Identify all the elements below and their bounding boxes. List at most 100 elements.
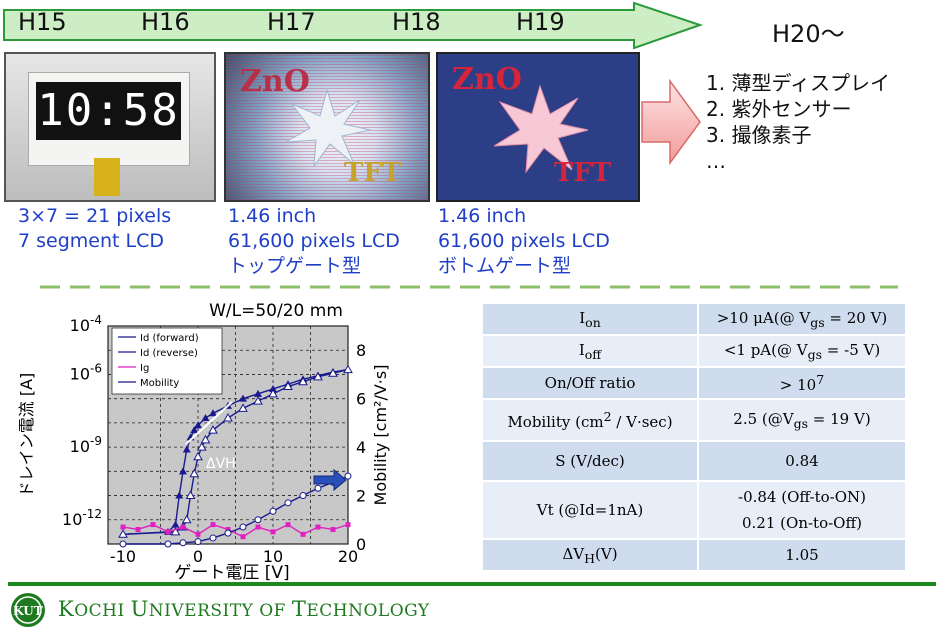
era-h20-future: H20〜 (772, 20, 845, 48)
data-point (268, 388, 278, 398)
y2-axis-label: Mobility [cm²/V·s] (371, 365, 390, 506)
caption-line: 1.46 inch (228, 205, 317, 227)
data-point (196, 442, 207, 451)
data-point (209, 534, 217, 542)
data-point (345, 522, 351, 528)
tft-sub-2: TFT (554, 158, 612, 188)
zno-title-2: ZnO (452, 62, 522, 97)
legend-label: Mobility (140, 378, 179, 389)
caption-line: 7 segment LCD (18, 230, 164, 252)
data-point (254, 389, 262, 397)
x-tick-label: 0 (193, 547, 203, 566)
data-point (283, 381, 293, 391)
spec-row-ion: Ion >10 μA(@ Vgs = 20 V) (481, 302, 907, 336)
timeline-arrow (3, 1, 704, 50)
hysteresis-arrow (185, 401, 233, 445)
application-item: … (706, 149, 726, 173)
data-point (150, 522, 156, 528)
spec-row-ioff: Ioff <1 pA(@ Vgs = -5 V) (481, 334, 907, 368)
data-point (269, 507, 277, 515)
x-tick-label: 10 (263, 547, 283, 566)
y2-tick-label: 2 (356, 487, 366, 506)
data-point (225, 526, 231, 532)
x-tick-label: -10 (110, 547, 136, 566)
tft-sub-1: TFT (344, 158, 402, 188)
data-point (224, 529, 232, 537)
data-point (298, 376, 308, 386)
caption-line: トップゲート型 (228, 255, 362, 277)
zno-title-1: ZnO (240, 64, 310, 99)
legend-label: Ig (140, 363, 149, 374)
footer-divider (8, 582, 936, 586)
y-tick-label: 10-12 (62, 507, 102, 529)
caption-bottom-gate: 1.46 inch 61,600 pixels LCD ボトムゲート型 (438, 204, 610, 279)
data-point (194, 538, 202, 546)
data-point (165, 529, 171, 535)
spec-value: 1.05 (697, 538, 907, 572)
legend-label: Id (reverse) (140, 348, 198, 359)
spec-label: S (V/dec) (481, 440, 699, 482)
spec-value: 2.5 (@Vgs = 19 V) (697, 398, 907, 442)
photo-zno-tft-bottom-gate: ZnO TFT (436, 52, 640, 202)
data-point (193, 451, 203, 461)
data-point (285, 522, 291, 528)
application-item: 1. 薄型ディスプレイ (706, 71, 891, 95)
y-tick-label: 10-9 (70, 434, 102, 456)
data-point (330, 526, 336, 532)
data-point (179, 539, 187, 547)
y2-tick-label: 0 (356, 535, 366, 554)
legend-label: Id (forward) (140, 333, 199, 344)
spec-row-s: S (V/dec) 0.84 (481, 440, 907, 482)
spec-row-delta-vh: ΔVH(V) 1.05 (481, 538, 907, 572)
x-tick-label: 20 (338, 547, 358, 566)
era-h17: H17 (267, 8, 316, 36)
data-point (344, 472, 352, 480)
y-tick-label: 10-6 (70, 361, 102, 383)
data-point (119, 540, 127, 548)
data-point (210, 522, 216, 528)
era-h19: H19 (516, 8, 565, 36)
data-point (270, 529, 276, 535)
data-point (164, 540, 172, 548)
spec-label: Ioff (481, 334, 699, 368)
dashed-separator (40, 285, 898, 289)
data-point (239, 523, 247, 531)
data-point (189, 468, 200, 478)
era-h15: H15 (18, 8, 67, 36)
starburst-icon (285, 88, 371, 168)
data-point (209, 409, 217, 417)
spec-value: 0.84 (697, 440, 907, 482)
caption-line: 61,600 pixels LCD (438, 230, 610, 252)
data-point (254, 516, 262, 524)
spec-label: On/Off ratio (481, 366, 699, 400)
data-point (171, 520, 180, 528)
data-point (313, 371, 323, 381)
data-point (120, 524, 126, 530)
lcd-display: 10:58 (36, 82, 181, 140)
delta-vh-annotation: ΔVH (206, 456, 236, 472)
data-point (315, 524, 321, 530)
spec-row-vt: Vt (@Id=1nA) -0.84 (Off-to-ON) 0.21 (On-t… (481, 480, 907, 540)
spec-table: Ion >10 μA(@ Vgs = 20 V) Ioff <1 pA(@ Vg… (481, 302, 907, 572)
era-h16: H16 (141, 8, 190, 36)
data-point (328, 368, 338, 377)
legend-box (111, 327, 223, 395)
spec-row-mobility: Mobility (cm2 / V·sec) 2.5 (@Vgs = 19 V) (481, 398, 907, 442)
spec-value: >10 μA(@ Vgs = 20 V) (697, 302, 907, 336)
data-point (239, 394, 247, 402)
data-point (208, 425, 218, 434)
starburst-icon (493, 84, 589, 174)
data-point (269, 384, 277, 392)
data-point (170, 526, 181, 536)
university-name: KOCHI UNIVERSITY OF TECHNOLOGY (58, 597, 430, 621)
series-line (122, 523, 349, 538)
spec-value: <1 pA(@ Vgs = -5 V) (697, 334, 907, 368)
application-list: 1. 薄型ディスプレイ 2. 紫外センサー 3. 撮像素子 … (706, 70, 890, 174)
data-point (179, 467, 187, 475)
data-point (185, 490, 196, 500)
right-axis-arrow (313, 468, 347, 492)
data-point (240, 534, 246, 540)
y2-tick-label: 6 (356, 390, 366, 409)
chart-title: W/L=50/20 mm (209, 301, 343, 321)
data-point (200, 434, 211, 444)
